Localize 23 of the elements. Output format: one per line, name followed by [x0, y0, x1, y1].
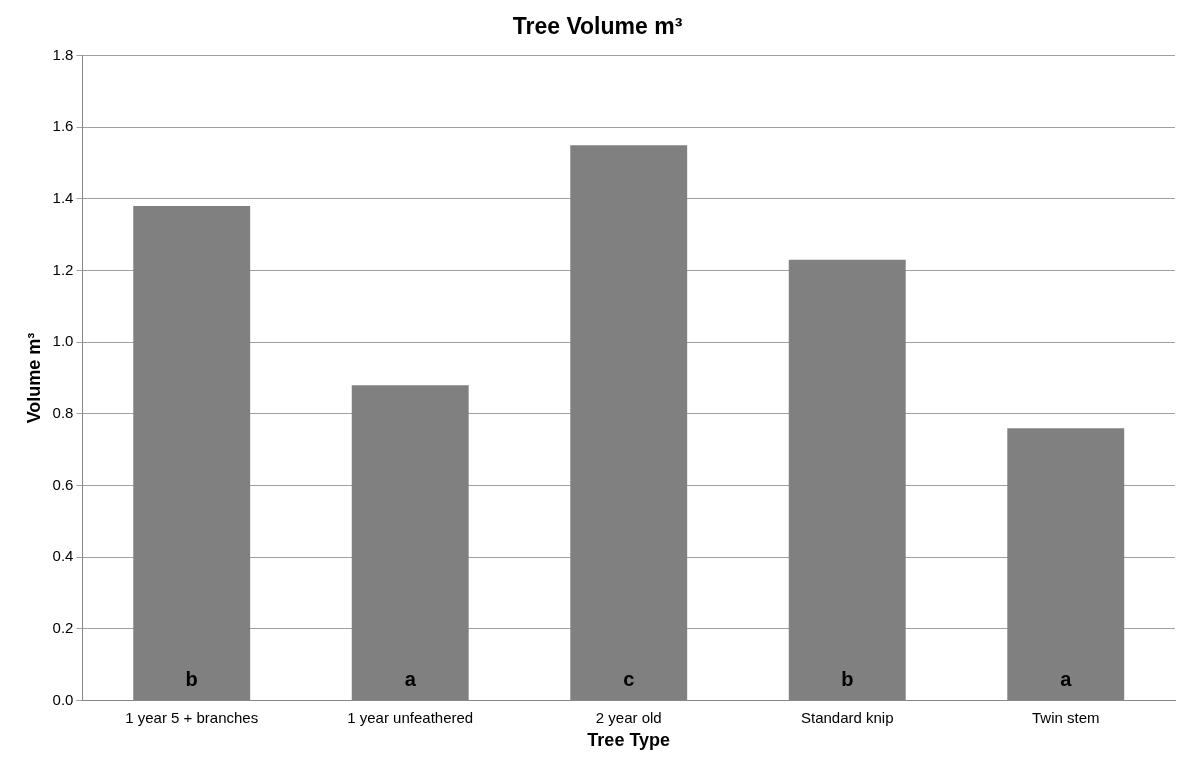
y-tick-label: 0.2: [52, 618, 74, 636]
y-tick-label: 0.6: [52, 475, 74, 493]
x-tick-label: 2 year old: [595, 708, 662, 726]
y-tick-label: 0.0: [52, 690, 74, 708]
y-tick-label: 1.0: [52, 332, 74, 350]
x-tick-label: Twin stem: [1031, 708, 1100, 726]
y-tick-label: 0.4: [52, 547, 74, 565]
data-label: b: [841, 667, 854, 690]
y-tick-label: 1.6: [52, 117, 74, 135]
data-label: a: [404, 667, 417, 690]
data-label: b: [185, 667, 198, 690]
data-label: a: [1060, 667, 1073, 690]
x-axis-title: Tree Type: [587, 730, 671, 751]
y-tick-label: 1.2: [52, 260, 74, 278]
x-tick-label: 1 year unfeathered: [347, 708, 474, 726]
y-tick-label: 1.8: [52, 45, 74, 63]
data-label: c: [623, 667, 635, 690]
chart-title: Tree Volume m³: [512, 13, 683, 40]
x-tick-label: Standard knip: [800, 708, 894, 726]
y-tick-label: 1.4: [52, 189, 74, 207]
y-tick-label: 0.8: [52, 403, 74, 421]
y-axis-title: Volume m³: [23, 332, 44, 424]
x-tick-label: 1 year 5 + branches: [125, 708, 259, 726]
